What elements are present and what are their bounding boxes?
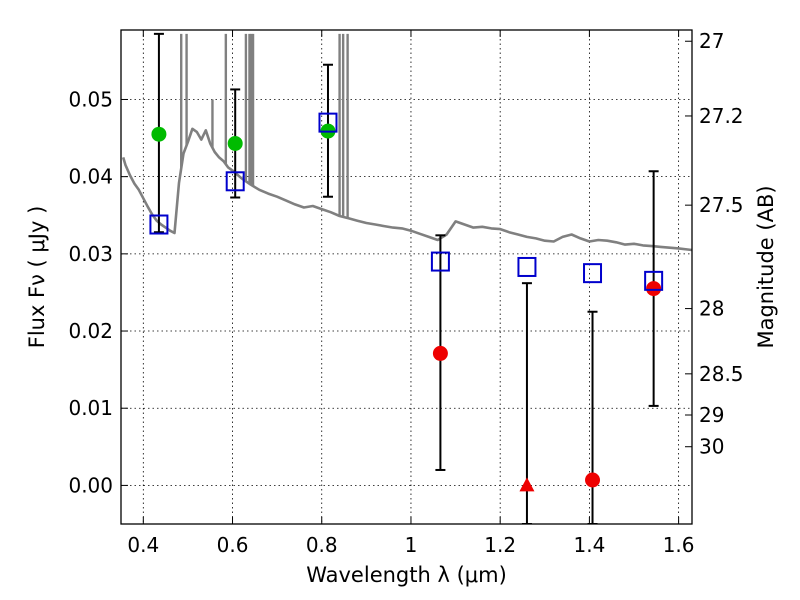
y-tick-label: 0.01	[68, 396, 113, 420]
green-circle-marker	[227, 135, 243, 151]
data-markers	[149, 112, 664, 492]
y-axis-title: Flux Fν ( μJy )	[25, 206, 49, 349]
y-tick-label: 0.00	[68, 473, 113, 497]
model-square-marker	[318, 112, 338, 133]
upper-limit-marker	[519, 477, 535, 492]
right-tick-label: 27.2	[699, 104, 744, 128]
model-square-marker	[430, 251, 450, 272]
right-tick-label: 30	[699, 435, 724, 459]
model-square-marker	[583, 263, 603, 284]
model-sed-line	[121, 127, 692, 252]
red-circle-marker	[585, 472, 601, 488]
axis-ticks: 0.4 0.6 0.8 1 1.2 1.4 1.6 0.00 0.01 0.02 0.03 0.04 0…	[68, 29, 743, 557]
x-tick-label: 0.4	[127, 533, 159, 557]
right-tick-label: 28	[699, 297, 724, 321]
y-tick-label: 0.04	[68, 165, 113, 189]
y-tick-label: 0.03	[68, 242, 113, 266]
axes-frame	[120, 29, 693, 525]
x-tick-label: 1	[405, 533, 418, 557]
y-tick-label: 0.05	[68, 87, 113, 111]
red-circle-marker	[432, 345, 448, 361]
right-tick-label: 27	[699, 29, 724, 53]
x-tick-label: 1.6	[663, 533, 695, 557]
model-square-marker	[149, 214, 169, 235]
model-square-marker	[644, 270, 664, 291]
model-square-marker	[225, 171, 245, 192]
x-tick-label: 0.8	[306, 533, 338, 557]
x-tick-label: 1.2	[484, 533, 516, 557]
model-spectrum	[121, 127, 692, 252]
y-tick-label: 0.02	[68, 319, 113, 343]
error-bars	[153, 32, 659, 524]
grid-lines	[121, 30, 692, 524]
right-axis-title: Magnitude (AB)	[754, 185, 778, 348]
right-tick-label: 28.5	[699, 362, 744, 386]
green-circle-marker	[151, 126, 167, 142]
emission-lines	[180, 33, 349, 219]
x-axis-title: Wavelength λ (μm)	[306, 563, 507, 587]
right-tick-label: 29	[699, 403, 724, 427]
model-square-marker	[517, 256, 537, 277]
red-circle-marker	[646, 281, 662, 297]
x-tick-label: 0.6	[217, 533, 249, 557]
right-tick-label: 27.5	[699, 193, 744, 217]
plot-area	[121, 32, 692, 524]
x-tick-label: 1.4	[573, 533, 605, 557]
